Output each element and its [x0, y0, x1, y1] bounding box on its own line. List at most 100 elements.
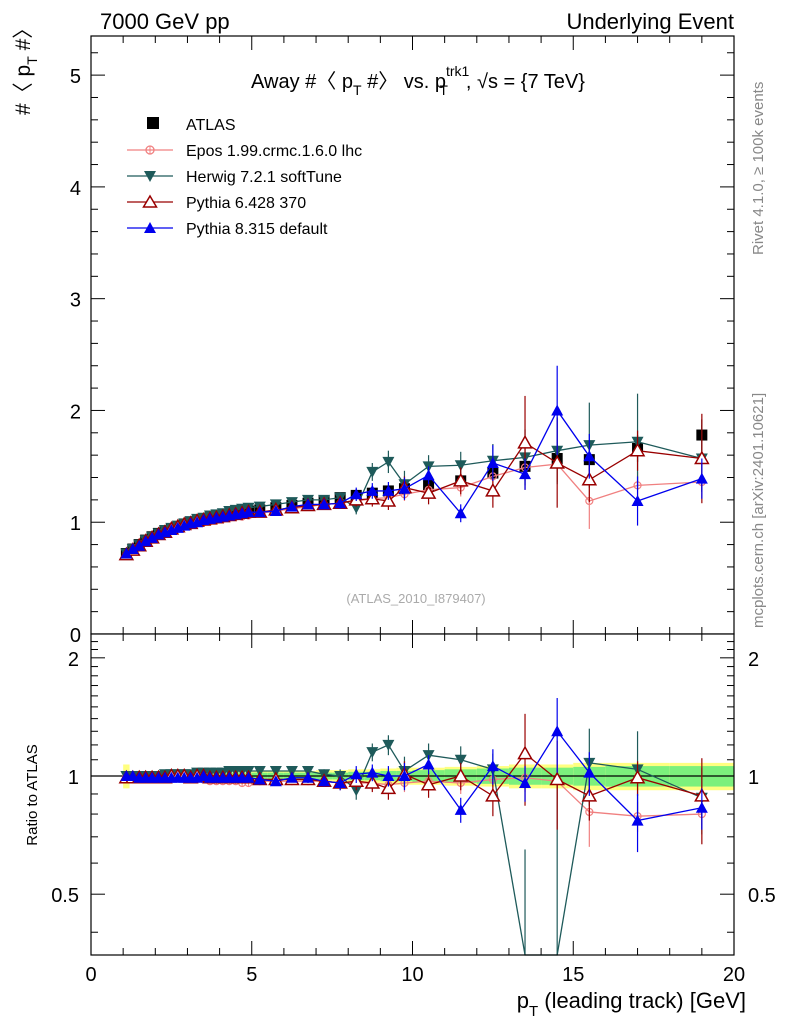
xlabel-post: (leading track) [GeV] [538, 988, 746, 1013]
xtick-label: 5 [246, 964, 257, 986]
upper-data-marks [118, 365, 710, 561]
upper-pythia6-point [581, 471, 598, 486]
ratio-pythia8-point [318, 775, 331, 787]
ratio-pythia8-point [242, 771, 255, 783]
ratio-pythia8-point [285, 771, 298, 783]
ratio-pythia8-point [695, 801, 708, 813]
upper-pythia8-point [133, 539, 146, 551]
ratio-pythia8-point [422, 758, 435, 770]
ratio-pythia8-point [454, 803, 467, 815]
chart-title: Away #〈 pT #〉 vs. ptrk1 T, √s = {7 TeV} [251, 63, 585, 98]
legend-epos: Epos 1.99.crmc.1.6.0 lhc [186, 143, 362, 160]
ratio-pythia8-point [398, 770, 411, 782]
title-part-3: , √s = {7 TeV} [466, 71, 585, 93]
legend-herwig: Herwig 7.2.1 softTune [186, 169, 342, 186]
upper-ytick-label: 4 [70, 178, 81, 200]
ratio-pythia6-point [485, 787, 501, 802]
upper-pythia8-point [366, 484, 379, 496]
ratio-pythia8-point [334, 776, 347, 788]
ratio-pythia8-point [382, 770, 395, 782]
legend-pythia8-marker [144, 222, 156, 233]
mcplots-label: mcplots.cern.ch [arXiv:2401.10621] [750, 393, 767, 628]
legend-pythia6: Pythia 6.428 370 [186, 195, 306, 212]
upper-pythia8-point [695, 472, 708, 484]
upper-pythia8-point [398, 482, 411, 494]
ylabel-pre: #〈 p [12, 65, 35, 115]
lower-frame [90, 633, 735, 956]
upper-pythia8-point [519, 468, 532, 480]
legend-atlas-marker [147, 117, 159, 129]
ratio-herwig-point [454, 754, 467, 766]
xlabel: pT (leading track) [GeV] [517, 988, 746, 1020]
lower-ytick-label: 0.5 [51, 885, 79, 907]
upper-ytick-label: 1 [70, 513, 81, 535]
ratio-pythia8-point [366, 766, 379, 778]
ratio-pythia6-point [364, 774, 381, 789]
rivet-label: Rivet 4.1.0, ≥ 100k events [750, 82, 767, 255]
ratio-pythia8-point [269, 775, 282, 787]
upper-pythia6-point [452, 472, 469, 487]
legend-pythia8: Pythia 8.315 default [186, 221, 328, 238]
xlabel-pre: p [517, 988, 529, 1013]
upper-pythia8-point [242, 506, 255, 518]
upper-pythia6-point [549, 454, 565, 469]
lower-ytick-label-right: 0.5 [748, 885, 776, 907]
lower-ytick-label: 2 [68, 649, 79, 671]
ratio-pythia8-point [253, 773, 266, 785]
upper-herwig-point [366, 466, 379, 478]
upper-pythia6-point [485, 482, 501, 497]
ylabel-sub: T [24, 56, 40, 65]
ratio-pythia6-point [452, 767, 469, 782]
legend: ATLAS Epos 1.99.crmc.1.6.0 lhc Herwig 7.… [127, 117, 362, 238]
title-sup-2: trk1 [446, 63, 470, 79]
ratio-herwig-point [350, 785, 363, 797]
upper-pythia8-point [382, 484, 395, 496]
upper-herwig-point [454, 460, 467, 472]
lower-ylabel: Ratio to ATLAS [24, 744, 41, 845]
upper-pythia8-point [146, 531, 159, 543]
header-right: Underlying Event [566, 9, 734, 34]
upper-pythia6-point [420, 485, 437, 499]
upper-pythia6-point [517, 434, 533, 449]
upper-pythia6-point [629, 442, 646, 457]
upper-pythia8-point [631, 494, 644, 506]
ratio-pythia8-point [350, 768, 363, 780]
upper-pythia8-point [334, 497, 347, 509]
upper-ytick-label: 3 [70, 290, 81, 312]
ratio-pythia6-point [420, 776, 437, 791]
ratio-pythia8-point [519, 776, 532, 788]
lower-ytick-label-right: 2 [748, 649, 759, 671]
ratio-pythia8-point [583, 766, 596, 778]
ratio-herwig-point [382, 739, 395, 751]
upper-pythia8-point [253, 506, 266, 518]
xtick-label: 20 [723, 964, 745, 986]
upper-pythia8-point [318, 498, 331, 510]
legend-herwig-marker [144, 171, 156, 182]
upper-pythia8-point [302, 498, 315, 510]
ratio-pythia8-point [302, 771, 315, 783]
upper-plot-area [91, 36, 734, 634]
upper-pythia8-point [422, 469, 435, 481]
ratio-pythia6-point [380, 780, 397, 795]
lower-plot-area [91, 634, 734, 955]
analysis-tag: (ATLAS_2010_I879407) [346, 591, 485, 606]
legend-pythia6-marker [142, 194, 158, 208]
lower-ytick-label-right: 1 [748, 767, 759, 789]
title-sub-1: T [353, 82, 362, 98]
ratio-herwig-point [366, 747, 379, 759]
upper-pythia8-point [486, 456, 499, 468]
legend-atlas: ATLAS [186, 117, 236, 134]
lower-ytick-label: 1 [68, 767, 79, 789]
ylabel-post: #〉 [12, 18, 35, 57]
title-part-1: Away #〈 p [251, 71, 353, 93]
ratio-pythia8-point [551, 725, 564, 737]
upper-ylabel: #〈 pT #〉 [12, 18, 40, 115]
ratio-pythia8-point [486, 760, 499, 772]
upper-pythia8-point [139, 535, 152, 547]
upper-ytick-label: 0 [70, 625, 81, 647]
upper-pythia8-point [120, 547, 133, 559]
ratio-pythia6-point [517, 745, 533, 760]
xtick-label: 0 [85, 964, 96, 986]
xlabel-sub: T [529, 1003, 538, 1020]
